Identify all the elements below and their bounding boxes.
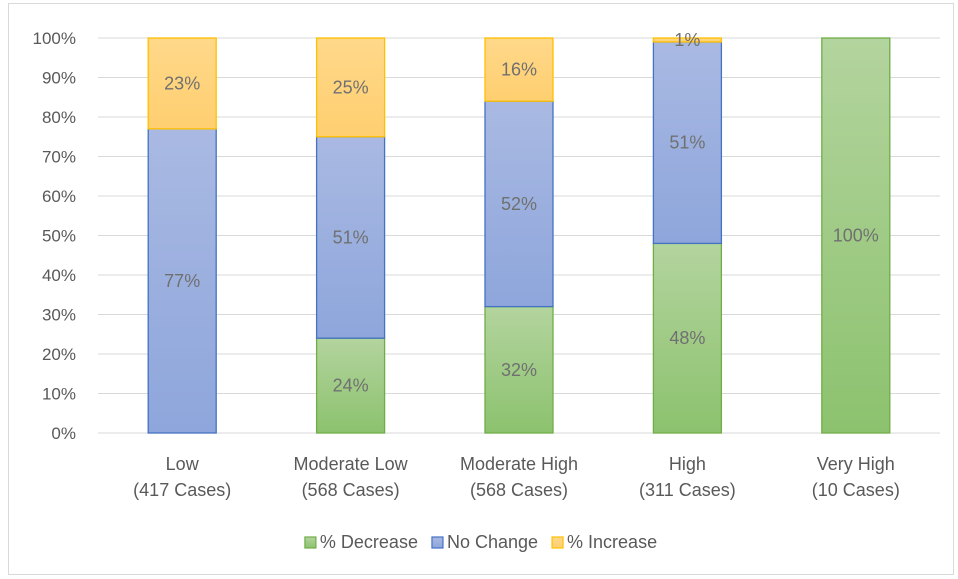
bar-segment	[315, 37, 386, 138]
data-label: 25%	[333, 77, 369, 97]
data-label: 24%	[333, 376, 369, 396]
legend-swatch	[431, 536, 444, 549]
legend: % Decrease No Change % Increase	[304, 532, 657, 552]
bar-segment	[652, 41, 723, 245]
bar-segment	[484, 37, 554, 102]
data-labels: 77% 23% 24% 51% 25% 32% 52% 16% 48% 51% 1% 100%	[164, 30, 879, 396]
data-label: 51%	[333, 227, 369, 247]
y-tick-label: 70%	[42, 148, 76, 167]
bar-segment	[315, 136, 386, 339]
x-category-label: Moderate Low	[294, 454, 409, 474]
data-label: 23%	[164, 73, 200, 93]
x-category-label: (417 Cases)	[133, 480, 231, 500]
bar-segment	[147, 128, 217, 434]
data-label: 32%	[501, 360, 537, 380]
x-category-label: (568 Cases)	[470, 480, 568, 500]
data-label: 48%	[669, 328, 705, 348]
x-category-label: Low	[166, 454, 200, 474]
y-tick-label: 0%	[51, 424, 76, 443]
y-tick-label: 20%	[42, 345, 76, 364]
y-tick-label: 80%	[42, 108, 76, 127]
bars	[147, 37, 891, 434]
y-tick-label: 50%	[42, 227, 76, 246]
y-axis-ticks: 0% 10% 20% 30% 40% 50% 60% 70% 80% 90% 100%	[33, 29, 76, 443]
bar-segment	[147, 37, 217, 130]
legend-label: % Increase	[567, 532, 657, 552]
data-label: 1%	[674, 30, 700, 50]
y-tick-label: 40%	[42, 266, 76, 285]
legend-swatch	[551, 536, 564, 549]
data-label: 100%	[833, 226, 879, 246]
data-label: 77%	[164, 271, 200, 291]
y-tick-label: 60%	[42, 187, 76, 206]
bar-segment	[652, 37, 723, 43]
y-tick-label: 10%	[42, 385, 76, 404]
data-label: 16%	[501, 60, 537, 80]
bar-segment	[315, 337, 386, 434]
x-category-label: High	[669, 454, 706, 474]
y-tick-label: 30%	[42, 306, 76, 325]
x-category-label: (10 Cases)	[812, 480, 900, 500]
y-tick-label: 90%	[42, 69, 76, 88]
bar-segment	[821, 37, 891, 434]
y-tick-label: 100%	[33, 29, 76, 48]
x-category-label: Moderate High	[460, 454, 578, 474]
bar-segment	[652, 242, 723, 434]
x-category-label: Very High	[817, 454, 895, 474]
legend-label: % Decrease	[320, 532, 418, 552]
legend-item: % Increase	[551, 532, 657, 552]
x-axis-categories: Low (417 Cases) Moderate Low (568 Cases) Mod…	[133, 454, 900, 500]
legend-label: No Change	[447, 532, 538, 552]
x-category-label: (568 Cases)	[302, 480, 400, 500]
data-label: 52%	[501, 194, 537, 214]
bar-segment	[484, 100, 554, 308]
legend-swatch	[304, 536, 317, 549]
x-category-label: (311 Cases)	[639, 480, 736, 500]
legend-item: % Decrease	[304, 532, 418, 552]
legend-item: No Change	[431, 532, 538, 552]
data-label: 51%	[669, 133, 705, 153]
